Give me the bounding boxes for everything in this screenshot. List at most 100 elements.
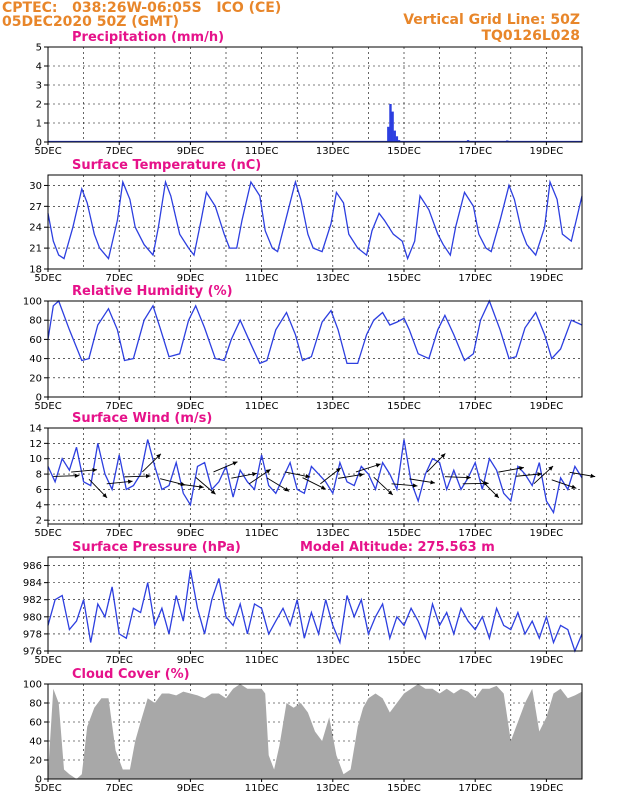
wind-arrow-head xyxy=(102,493,108,498)
y-tick-label: 21 xyxy=(29,244,42,255)
wind-arrow-head xyxy=(92,467,98,473)
x-tick-label: 19DEC xyxy=(530,655,564,666)
y-tick-label: 60 xyxy=(29,335,42,346)
x-tick-label: 5DEC xyxy=(34,655,61,666)
x-tick-label: 7DEC xyxy=(106,783,133,794)
y-tick-label: 982 xyxy=(23,595,42,606)
y-tick-label: 14 xyxy=(29,424,42,435)
wind-arrow-head xyxy=(305,474,311,479)
x-tick-label: 17DEC xyxy=(458,528,492,539)
y-tick-label: 986 xyxy=(23,561,42,572)
y-tick-label: 10 xyxy=(29,454,42,465)
wind-arrow-head xyxy=(494,493,499,498)
wind-arrow-head xyxy=(210,489,216,495)
x-tick-label: 15DEC xyxy=(387,273,421,284)
y-tick-label: 27 xyxy=(29,202,42,213)
wind-arrow-head xyxy=(74,473,80,478)
x-tick-label: 17DEC xyxy=(458,655,492,666)
panel-rh xyxy=(44,299,583,400)
panel-frame xyxy=(47,427,583,525)
x-tick-label: 9DEC xyxy=(177,783,204,794)
x-tick-label: 19DEC xyxy=(530,528,564,539)
wind-arrow-head xyxy=(198,484,204,489)
x-tick-label: 5DEC xyxy=(34,401,61,412)
x-tick-label: 11DEC xyxy=(245,401,279,412)
x-tick-label: 17DEC xyxy=(458,146,492,157)
x-tick-label: 13DEC xyxy=(316,146,350,157)
series-line-pres xyxy=(47,569,583,653)
y-tick-label: 978 xyxy=(23,629,42,640)
y-tick-label: 3 xyxy=(36,81,42,92)
x-tick-label: 17DEC xyxy=(458,273,492,284)
x-tick-label: 15DEC xyxy=(387,528,421,539)
precip-bar xyxy=(395,136,399,142)
wind-arrow-head xyxy=(590,473,596,479)
y-tick-label: 8 xyxy=(36,470,42,481)
x-tick-label: 7DEC xyxy=(106,401,133,412)
y-tick-label: 12 xyxy=(29,439,42,450)
wind-arrow-head xyxy=(359,472,364,478)
y-tick-label: 976 xyxy=(23,647,42,658)
series-line-wind xyxy=(47,439,583,515)
header-station: CPTEC: 038:26W-06:05S ICO (CE) xyxy=(2,0,282,16)
x-tick-label: 19DEC xyxy=(530,146,564,157)
x-tick-label: 11DEC xyxy=(245,146,279,157)
x-tick-label: 19DEC xyxy=(530,401,564,412)
precip-bar xyxy=(387,126,390,142)
y-tick-label: 100 xyxy=(23,680,42,691)
y-tick-label: 980 xyxy=(23,612,42,623)
panel-frame xyxy=(47,46,583,143)
x-tick-label: 5DEC xyxy=(34,273,61,284)
x-tick-label: 5DEC xyxy=(34,146,61,157)
x-tick-label: 15DEC xyxy=(387,783,421,794)
y-tick-label: 0 xyxy=(36,393,42,404)
y-tick-label: 30 xyxy=(29,181,42,192)
wind-arrow-head xyxy=(232,461,238,466)
y-tick-label: 20 xyxy=(29,373,42,384)
model-altitude-label: Model Altitude: 275.563 m xyxy=(300,540,495,555)
panel-pres xyxy=(44,556,583,654)
wind-arrow-head xyxy=(375,463,381,468)
panel-title-cloud: Cloud Cover (%) xyxy=(72,667,190,682)
x-tick-label: 11DEC xyxy=(245,783,279,794)
y-tick-label: 0 xyxy=(36,138,42,149)
y-tick-label: 60 xyxy=(29,718,42,729)
wind-arrow-head xyxy=(156,453,161,459)
x-tick-label: 9DEC xyxy=(177,146,204,157)
x-tick-label: 7DEC xyxy=(106,655,133,666)
panel-cloud xyxy=(44,683,583,782)
wind-arrow-head xyxy=(430,480,436,485)
y-tick-label: 20 xyxy=(29,756,42,767)
x-tick-label: 17DEC xyxy=(458,783,492,794)
x-tick-label: 13DEC xyxy=(316,273,350,284)
header-run-date: 05DEC2020 50Z (GMT) xyxy=(2,14,180,30)
series-line-temp xyxy=(47,179,583,261)
y-tick-label: 100 xyxy=(23,297,42,308)
x-tick-label: 15DEC xyxy=(387,401,421,412)
panel-title-rh: Relative Humidity (%) xyxy=(72,284,233,299)
y-tick-label: 18 xyxy=(29,265,42,276)
y-tick-label: 4 xyxy=(36,500,42,511)
x-tick-label: 15DEC xyxy=(387,146,421,157)
wind-arrow-head xyxy=(519,466,524,471)
wind-arrow-head xyxy=(412,483,418,488)
panel-precip xyxy=(44,46,583,145)
wind-arrow-head xyxy=(320,485,326,490)
x-tick-label: 7DEC xyxy=(106,146,133,157)
x-tick-label: 15DEC xyxy=(387,655,421,666)
panel-frame xyxy=(47,556,583,652)
y-tick-label: 984 xyxy=(23,578,42,589)
y-tick-label: 80 xyxy=(29,699,42,710)
y-tick-label: 5 xyxy=(36,43,42,54)
x-tick-label: 7DEC xyxy=(106,528,133,539)
panel-frame xyxy=(47,174,583,270)
y-tick-label: 6 xyxy=(36,485,42,496)
wind-arrow-head xyxy=(127,479,133,484)
panel-title-wind: Surface Wind (m/s) xyxy=(72,411,212,426)
series-line-rh xyxy=(47,299,583,365)
x-tick-label: 13DEC xyxy=(316,401,350,412)
x-tick-label: 7DEC xyxy=(106,273,133,284)
wind-arrow-head xyxy=(145,473,151,479)
wind-arrow-head xyxy=(284,487,290,492)
